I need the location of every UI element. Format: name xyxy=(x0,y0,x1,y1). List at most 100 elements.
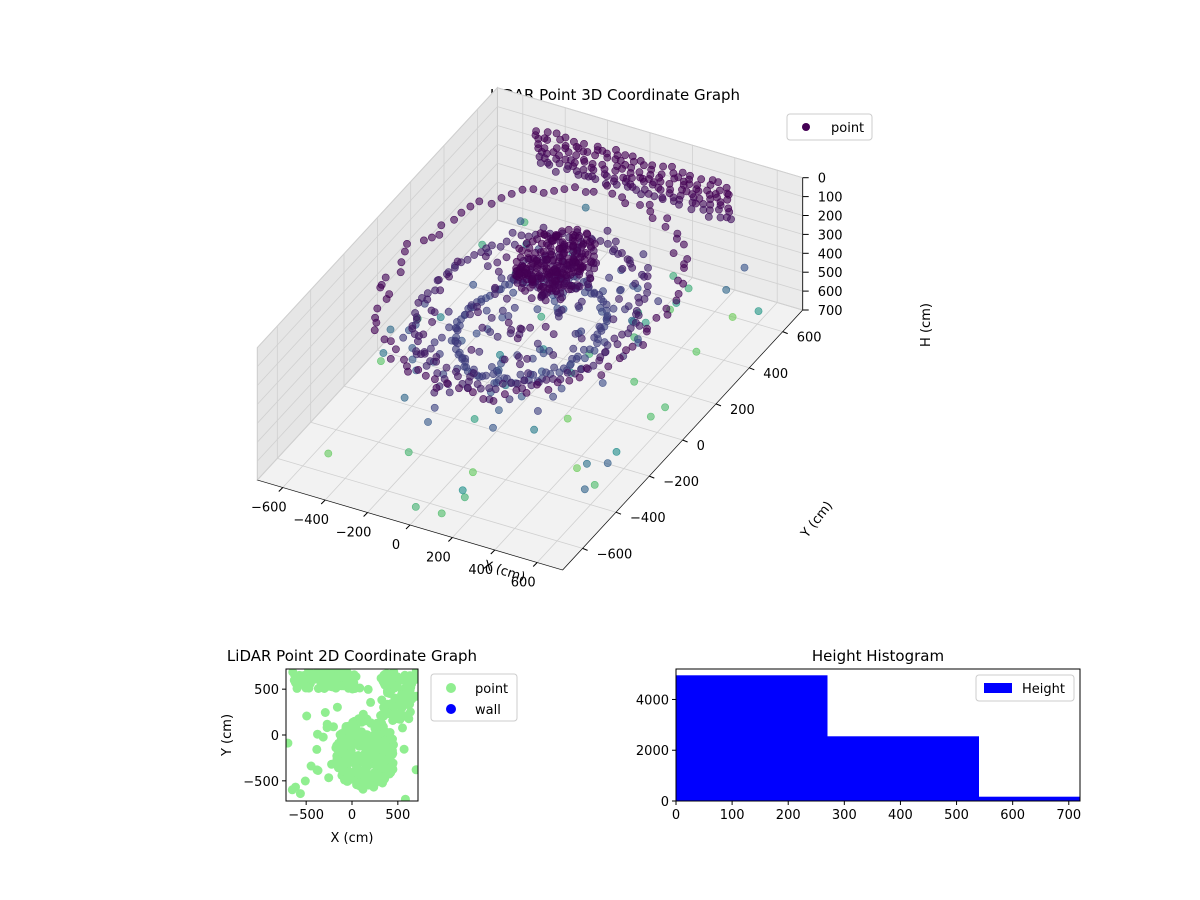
lidar-point-3d xyxy=(400,393,409,402)
lidar-point-2d xyxy=(379,736,389,746)
lidar-point-2d xyxy=(324,773,334,783)
lidar-point-2d xyxy=(387,700,397,710)
lidar-point-3d xyxy=(476,384,485,393)
lidar-point-3d xyxy=(561,141,570,150)
lidar-point-3d xyxy=(552,129,561,138)
lidar-point-2d xyxy=(295,789,305,799)
lidar-point-2d xyxy=(337,681,346,691)
lidar-point-3d xyxy=(496,242,505,251)
lidar-point-3d xyxy=(642,327,651,336)
lidar-point-3d xyxy=(445,388,454,397)
lidar-point-3d xyxy=(540,231,549,239)
lidar-point-3d xyxy=(386,337,395,345)
lidar-point-3d xyxy=(498,306,507,315)
histogram-title: Height Histogram xyxy=(812,647,944,665)
lidar-point-3d xyxy=(608,189,617,198)
lidar-point-3d xyxy=(533,339,542,348)
chart2d-legend-point-label: point xyxy=(475,682,508,697)
lidar-point-3d xyxy=(549,330,558,338)
lidar-point-3d xyxy=(652,313,661,322)
lidar-point-2d xyxy=(380,669,390,679)
lidar-point-3d xyxy=(520,376,529,385)
lidar-point-2d xyxy=(398,723,407,733)
lidar-point-3d xyxy=(522,388,531,397)
lidar-point-3d xyxy=(508,228,517,237)
lidar-point-3d xyxy=(549,351,558,359)
lidar-point-3d xyxy=(467,345,476,354)
lidar-point-2d xyxy=(347,731,357,741)
lidar-point-3d xyxy=(538,290,547,299)
lidar-point-3d xyxy=(605,273,613,282)
lidar-point-3d xyxy=(386,354,395,363)
lidar-point-3d xyxy=(705,206,714,215)
lidar-point-2d xyxy=(302,711,312,721)
lidar-point-3d xyxy=(516,360,524,369)
y-tick-label: 0 xyxy=(661,795,669,810)
lidar-point-2d xyxy=(400,794,410,801)
lidar-point-3d xyxy=(434,275,443,284)
lidar-point-3d xyxy=(598,146,607,155)
lidar-point-3d xyxy=(706,180,715,189)
lidar-point-2d xyxy=(286,738,293,748)
lidar-point-2d xyxy=(319,684,329,693)
lidar-point-2d xyxy=(288,669,298,677)
lidar-point-3d xyxy=(541,322,550,331)
lidar-point-3d xyxy=(414,298,423,307)
y-tick-label: −600 xyxy=(597,547,633,562)
lidar-point-3d xyxy=(372,318,381,327)
lidar-point-3d xyxy=(513,334,522,343)
lidar-point-3d xyxy=(554,257,563,266)
lidar-point-3d xyxy=(504,318,513,327)
grid-line-z-back xyxy=(497,181,803,273)
lidar-point-3d xyxy=(419,236,428,245)
chart2d-xlabel: X (cm) xyxy=(331,831,374,846)
lidar-point-3d xyxy=(579,147,588,156)
lidar-point-3d xyxy=(498,379,507,388)
lidar-point-2d xyxy=(322,719,332,729)
lidar-point-3d xyxy=(502,237,511,246)
y-tick-label: 200 xyxy=(730,403,755,418)
x-tick-label: 0 xyxy=(672,808,680,823)
lidar-point-2d xyxy=(355,737,365,747)
lidar-point-3d xyxy=(540,154,549,163)
y-tick-label: 500 xyxy=(254,683,279,698)
lidar-point-3d xyxy=(657,170,666,179)
lidar-point-3d xyxy=(424,418,432,426)
lidar-point-3d xyxy=(470,415,479,423)
lidar-point-3d xyxy=(412,315,421,324)
lidar-point-2d xyxy=(397,690,406,700)
lidar-point-3d xyxy=(635,321,644,330)
lidar-point-3d xyxy=(631,279,640,288)
chart-height-histogram: Height Histogram 0 100 200 300 400 500 600 7000… xyxy=(636,647,1081,823)
lidar-point-3d xyxy=(603,341,612,350)
y-tick-label: 2000 xyxy=(636,744,669,759)
histogram-bar xyxy=(676,675,828,801)
lidar-point-3d xyxy=(534,407,542,415)
lidar-point-2d xyxy=(363,778,373,788)
lidar-point-3d xyxy=(634,335,642,343)
lidar-point-3d xyxy=(675,200,683,209)
lidar-point-3d xyxy=(534,140,543,148)
lidar-point-3d xyxy=(430,375,439,384)
lidar-point-3d xyxy=(616,156,625,165)
lidar-point-3d xyxy=(621,199,630,208)
chart2d-legend-wall-label: wall xyxy=(475,703,501,718)
lidar-point-3d xyxy=(723,213,731,222)
z-tick-label: 500 xyxy=(818,266,843,281)
z-tick-label: 300 xyxy=(818,228,843,243)
lidar-point-3d xyxy=(539,247,548,256)
chart3d-legend-marker xyxy=(802,123,810,131)
x-tick-mark xyxy=(320,499,326,505)
x-tick-label: 0 xyxy=(348,808,356,823)
lidar-point-3d xyxy=(427,233,436,242)
lidar-point-3d xyxy=(475,347,484,356)
lidar-point-3d xyxy=(551,167,560,176)
histogram-bar xyxy=(827,736,979,801)
lidar-point-3d xyxy=(686,171,694,180)
lidar-point-3d xyxy=(555,244,563,253)
lidar-point-2d xyxy=(301,683,311,693)
lidar-point-3d xyxy=(453,257,462,266)
x-tick-label: 0 xyxy=(392,538,400,553)
lidar-point-3d xyxy=(636,156,645,165)
